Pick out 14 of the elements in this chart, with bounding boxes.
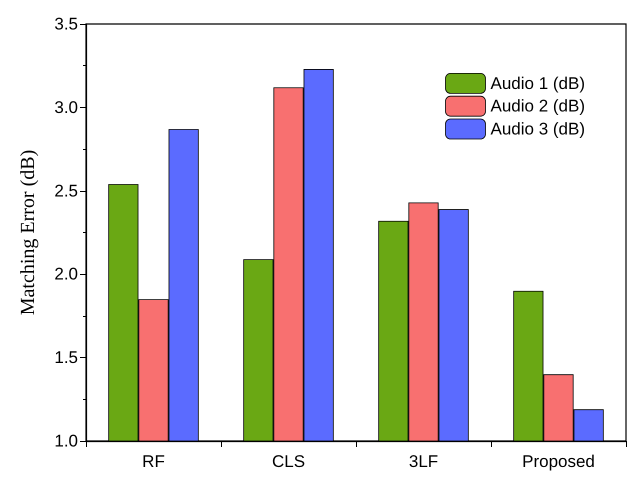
y-tick-label: 2.0: [54, 264, 78, 284]
y-tick-label: 1.0: [54, 432, 78, 450]
x-tick-label: 3LF: [408, 452, 438, 471]
y-tick-label: 1.5: [54, 348, 78, 368]
y-tick-label: 2.5: [54, 181, 78, 200]
x-tick-label: CLS: [272, 452, 306, 471]
y-tick-label: 3.0: [54, 98, 78, 117]
y-tick-label: 3.5: [54, 14, 78, 34]
legend-label: Audio 1 (dB): [490, 74, 586, 93]
legend-label: Audio 3 (dB): [490, 120, 586, 138]
x-tick-label: RF: [142, 452, 165, 471]
y-axis-title: Matching Error (dB): [17, 150, 39, 316]
legend-label: Audio 2 (dB): [490, 96, 586, 116]
x-tick-label: Proposed: [522, 452, 595, 471]
